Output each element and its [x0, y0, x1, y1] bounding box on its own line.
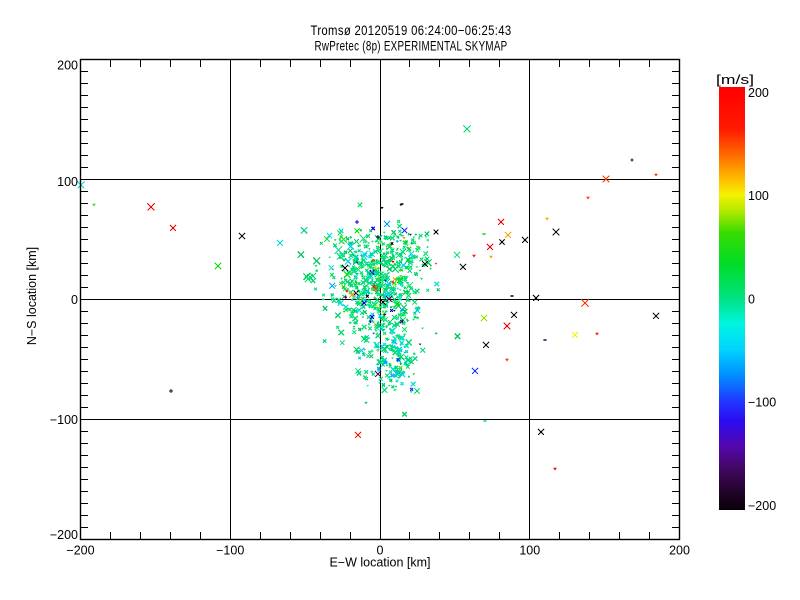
svg-text:100: 100 — [57, 175, 78, 189]
svg-text:100: 100 — [519, 544, 540, 558]
svg-text:−200: −200 — [748, 499, 776, 513]
svg-text:Tromsø 20120519 06:24:00−06:25: Tromsø 20120519 06:24:00−06:25:43 — [311, 23, 512, 38]
svg-text:0: 0 — [71, 293, 78, 307]
svg-text:0: 0 — [377, 544, 384, 558]
svg-text:−100: −100 — [216, 544, 244, 558]
svg-text:200: 200 — [57, 59, 78, 73]
svg-text:−200: −200 — [50, 528, 78, 542]
svg-text:−100: −100 — [50, 413, 78, 427]
svg-text:100: 100 — [748, 189, 769, 203]
svg-text:−200: −200 — [66, 544, 94, 558]
svg-text:200: 200 — [748, 86, 769, 100]
svg-text:−100: −100 — [748, 396, 776, 410]
svg-text:N−S location [km]: N−S location [km] — [25, 247, 39, 345]
svg-text:[m/s]: [m/s] — [716, 73, 754, 87]
svg-text:E−W location [km]: E−W location [km] — [329, 556, 430, 570]
svg-text:200: 200 — [669, 544, 690, 558]
svg-text:RwPretec (8p) EXPERIMENTAL SKY: RwPretec (8p) EXPERIMENTAL SKYMAP — [315, 39, 508, 54]
svg-text:0: 0 — [748, 292, 755, 306]
